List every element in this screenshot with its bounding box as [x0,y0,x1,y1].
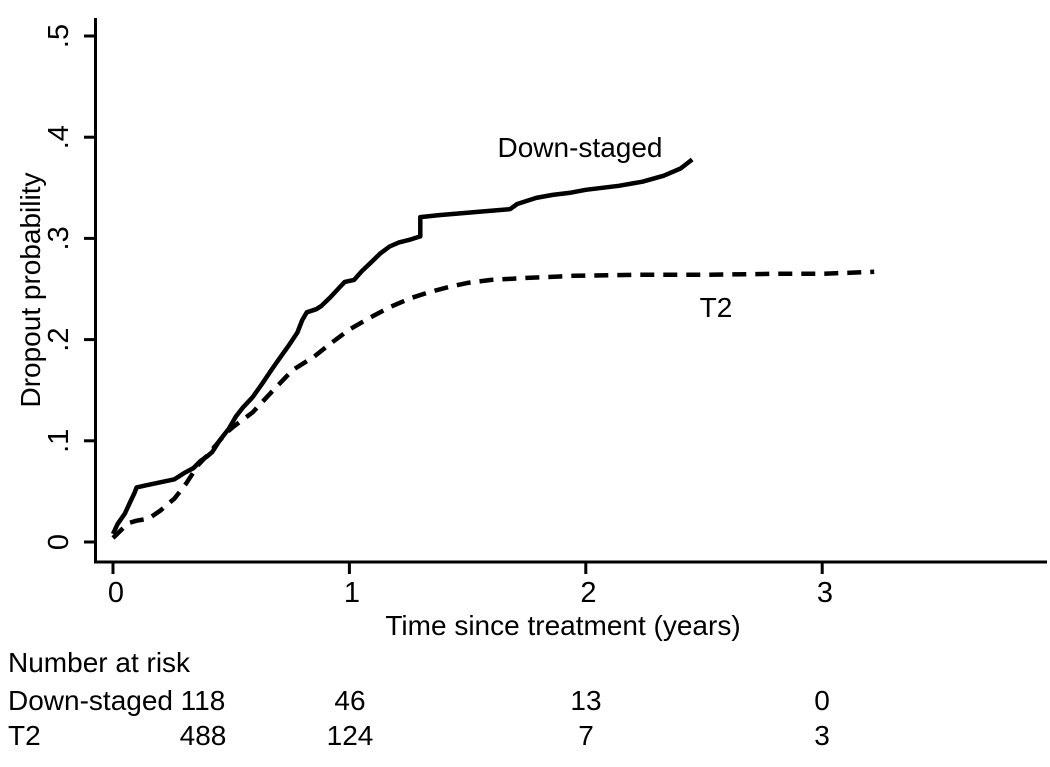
y-axis-title: Dropout probability [15,172,46,407]
risk-count: 118 [181,685,226,716]
down-staged-curve [110,157,694,535]
risk-count: 7 [578,720,594,751]
risk-count: 488 [180,720,227,751]
y-tick-label: .4 [43,125,75,149]
number-at-risk-table: Number at risk Down-staged 118 46 13 0 T… [8,647,830,751]
y-tick-label: .2 [43,328,75,352]
risk-count: 3 [814,720,830,751]
risk-row-label: T2 [8,720,41,751]
risk-count: 0 [814,685,830,716]
risk-count: 124 [327,720,374,751]
risk-table-title: Number at risk [8,647,191,678]
y-axis-ticks [84,34,96,544]
risk-count: 46 [334,685,365,716]
down-staged-curve-label: Down-staged [498,132,663,163]
y-tick-label: .1 [43,429,75,453]
y-tick-label: .3 [43,226,75,250]
t2-curve [111,269,875,540]
x-tick-label: 1 [344,577,360,609]
risk-row-label: Down-staged [8,685,173,716]
risk-count: 13 [570,685,601,716]
x-tick-label: 0 [108,577,124,609]
x-tick-label: 3 [817,577,833,609]
x-axis-title: Time since treatment (years) [385,610,740,641]
x-tick-label: 2 [580,577,596,609]
x-axis-ticks [111,562,824,574]
y-tick-label: .5 [43,24,75,48]
y-tick-label: 0 [43,534,75,550]
t2-curve-label: T2 [700,292,733,323]
